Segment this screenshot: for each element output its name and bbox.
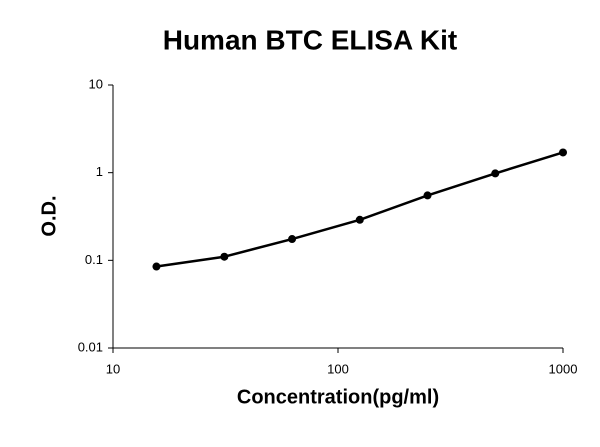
y-tick-label: 1 — [96, 164, 103, 179]
marker — [152, 262, 161, 271]
y-tick-label: 0.1 — [85, 252, 103, 267]
x-axis-label: Concentration(pg/ml) — [237, 386, 439, 408]
y-tick-label: 10 — [89, 76, 103, 91]
x-tick-label: 10 — [106, 361, 120, 376]
marker — [355, 215, 364, 224]
x-tick-label: 100 — [327, 361, 349, 376]
line — [156, 151, 564, 268]
marker — [288, 235, 297, 244]
y-tick-label: 0.01 — [78, 339, 103, 354]
x-tick-label: 1000 — [549, 361, 578, 376]
marker — [491, 169, 500, 178]
chart-title: Human BTC ELISA Kit — [163, 24, 458, 55]
marker — [220, 252, 229, 261]
marker — [559, 148, 567, 157]
y-axis-label: O.D. — [38, 195, 60, 236]
marker — [423, 191, 432, 200]
